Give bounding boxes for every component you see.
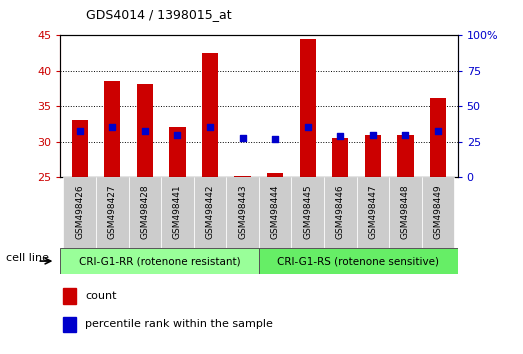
Bar <box>63 288 76 304</box>
Point <box>369 132 377 137</box>
Point <box>75 128 84 134</box>
Point <box>173 132 181 137</box>
Point <box>271 137 279 142</box>
Text: percentile rank within the sample: percentile rank within the sample <box>85 319 273 330</box>
Text: GSM498427: GSM498427 <box>108 184 117 239</box>
Text: GSM498441: GSM498441 <box>173 184 182 239</box>
FancyBboxPatch shape <box>161 177 194 248</box>
Bar <box>267 173 283 177</box>
Point <box>336 133 345 139</box>
Bar <box>300 39 316 177</box>
Text: GSM498442: GSM498442 <box>206 184 214 239</box>
Bar <box>202 53 218 177</box>
Text: count: count <box>85 291 117 301</box>
FancyBboxPatch shape <box>422 177 454 248</box>
Point <box>434 128 442 134</box>
Bar <box>365 135 381 177</box>
Bar <box>72 120 88 177</box>
Bar <box>137 84 153 177</box>
Bar <box>169 127 186 177</box>
FancyBboxPatch shape <box>389 177 422 248</box>
FancyBboxPatch shape <box>259 248 458 274</box>
FancyBboxPatch shape <box>60 248 259 274</box>
Point <box>206 125 214 130</box>
Text: GDS4014 / 1398015_at: GDS4014 / 1398015_at <box>86 8 232 21</box>
Text: GSM498428: GSM498428 <box>140 184 150 239</box>
FancyBboxPatch shape <box>324 177 357 248</box>
Bar <box>397 135 414 177</box>
Bar <box>104 81 120 177</box>
Bar <box>430 98 446 177</box>
Point <box>141 128 149 134</box>
Point <box>401 132 410 137</box>
Text: GSM498443: GSM498443 <box>238 184 247 239</box>
FancyBboxPatch shape <box>357 177 389 248</box>
Point <box>303 125 312 130</box>
Text: CRI-G1-RS (rotenone sensitive): CRI-G1-RS (rotenone sensitive) <box>277 256 439 266</box>
Text: GSM498445: GSM498445 <box>303 184 312 239</box>
Text: GSM498446: GSM498446 <box>336 184 345 239</box>
FancyBboxPatch shape <box>63 177 96 248</box>
Text: GSM498449: GSM498449 <box>434 184 442 239</box>
FancyBboxPatch shape <box>129 177 161 248</box>
Text: GSM498444: GSM498444 <box>271 184 280 239</box>
FancyBboxPatch shape <box>226 177 259 248</box>
Point <box>108 125 117 130</box>
Text: GSM498447: GSM498447 <box>368 184 378 239</box>
FancyBboxPatch shape <box>291 177 324 248</box>
FancyBboxPatch shape <box>96 177 129 248</box>
Text: CRI-G1-RR (rotenone resistant): CRI-G1-RR (rotenone resistant) <box>78 256 241 266</box>
FancyBboxPatch shape <box>259 177 291 248</box>
Text: GSM498448: GSM498448 <box>401 184 410 239</box>
Text: cell line: cell line <box>6 253 49 263</box>
Bar <box>63 316 76 332</box>
Point <box>238 135 247 141</box>
Bar <box>234 176 251 177</box>
Bar <box>332 138 348 177</box>
FancyBboxPatch shape <box>194 177 226 248</box>
Text: GSM498426: GSM498426 <box>75 184 84 239</box>
